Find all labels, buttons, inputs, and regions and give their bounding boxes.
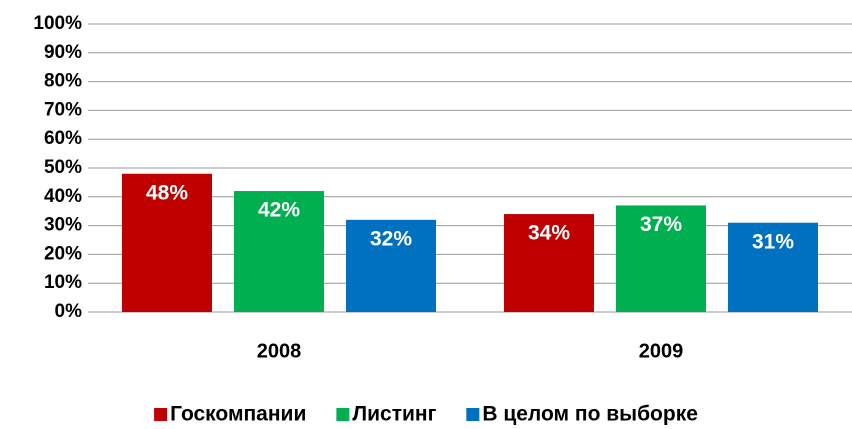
y-tick-label: 70%	[44, 99, 82, 120]
legend-swatch	[154, 408, 168, 421]
y-tick-label: 0%	[55, 301, 83, 322]
y-tick-label: 100%	[33, 13, 82, 34]
bar	[346, 219, 436, 312]
bar	[728, 222, 818, 312]
y-tick-label: 80%	[44, 71, 82, 92]
y-tick-label: 20%	[44, 243, 82, 264]
x-tick-label: 2009	[639, 340, 684, 362]
y-tick-label: 50%	[44, 157, 82, 178]
legend-label: Госкомпании	[170, 403, 306, 426]
legend-label: Листинг	[352, 403, 436, 426]
bar	[616, 205, 706, 312]
y-tick-label: 30%	[44, 215, 82, 236]
y-tick-label: 10%	[44, 272, 82, 293]
value-label: 31%	[752, 230, 794, 253]
bar	[234, 191, 324, 312]
bar	[122, 173, 212, 312]
legend-swatch	[336, 408, 350, 421]
value-label: 42%	[258, 199, 300, 222]
value-label: 34%	[528, 222, 570, 245]
value-label: 37%	[640, 213, 682, 236]
y-tick-label: 40%	[44, 186, 82, 207]
x-tick-label: 2008	[257, 340, 302, 362]
legend-label: В целом по выборке	[482, 403, 698, 426]
value-label: 32%	[370, 227, 412, 250]
legend-swatch	[466, 408, 480, 421]
value-label: 48%	[146, 181, 188, 204]
y-tick-label: 90%	[44, 42, 82, 63]
bar	[504, 214, 594, 312]
y-tick-label: 60%	[44, 128, 82, 149]
